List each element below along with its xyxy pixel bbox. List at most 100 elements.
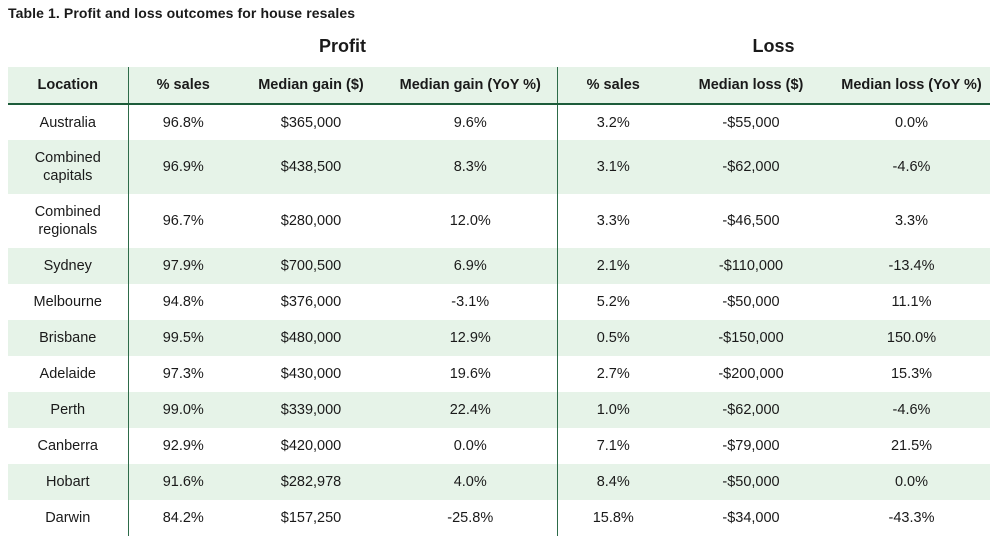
table-row: Australia 96.8% $365,000 9.6% 3.2% -$55,000 0.… [8,104,990,140]
header-row: Location% sales Median gain ($) Median gai… [8,67,990,105]
header-profit-pct-sales: % sales [128,67,238,105]
location-cell: Adelaide [8,356,129,392]
profit-pct-sales-cell: 97.9% [128,248,238,284]
median-gain-yoy-cell: -3.1% [384,284,558,320]
median-loss-cell: -$62,000 [669,140,833,194]
median-gain-cell: $430,000 [280,366,342,382]
loss-pct-sales-cell: 5.2% [596,294,630,310]
median-gain-yoy-cell: 12.9% [384,320,558,356]
header-median-gain: Median gain ($) [238,67,384,105]
location-cell: Sydney [8,248,129,284]
profit-group-header: Profit [319,36,366,56]
median-loss-yoy-cell: -13.4% [833,248,990,284]
loss-pct-sales-cell: 3.2% [596,114,630,131]
table-row: Sydney 97.9% $700,500 6.9% 2.1% -$110,000 -13.… [8,248,990,284]
loss-pct-sales-cell: 2.1% [557,248,669,284]
location-cell: Brisbane [8,320,129,356]
median-gain-yoy-cell: 9.6% [384,104,558,140]
median-gain-yoy-cell: 19.6% [384,356,558,392]
loss-pct-sales-cell: 1.0% [557,392,669,428]
loss-pct-sales-cell: 2.7% [596,366,630,382]
loss-pct-sales-cell: 3.1% [557,140,669,194]
table-row: Darwin 84.2% $157,250 -25.8% 15.8% -$34,000 -4… [8,500,990,536]
table-row: Combined regionals 96.7% $280,000 12.0% 3.3%… [8,194,990,248]
profit-pct-sales-cell: 96.8% [162,114,204,131]
group-header-row: Profit Loss [0,36,1000,60]
location-cell: Combined capitals [8,140,129,194]
median-gain-cell: $438,500 [238,140,384,194]
median-loss-yoy-cell: -4.6% [833,392,990,428]
median-loss-cell: -$46,500 [722,213,780,229]
median-gain-yoy-cell: -25.8% [384,500,558,536]
header-median-loss-yoy: Median loss (YoY %) [833,67,990,105]
table-row: Hobart 91.6% $282,978 4.0% 8.4% -$50,000 0.0% [8,464,990,500]
median-loss-yoy-cell: 11.1% [891,294,932,310]
location-cell: Perth [8,392,129,428]
median-loss-yoy-cell: -4.6% [833,140,990,194]
header-median-loss: Median loss ($) [669,67,833,105]
median-gain-yoy-cell: 6.9% [384,248,558,284]
median-loss-yoy-cell: 150.0% [833,320,990,356]
loss-pct-sales-cell: 0.5% [557,320,669,356]
profit-pct-sales-cell: 84.2% [162,510,204,526]
header-median-gain-yoy: Median gain (YoY %) [384,67,558,105]
profit-loss-table: Location% sales Median gain ($) Median gai… [8,67,990,536]
median-loss-yoy-cell: 21.5% [890,438,933,454]
header-loss-pct-sales: % sales [557,67,669,105]
loss-pct-sales-cell: 15.8% [592,510,634,526]
loss-pct-sales-cell: 7.1% [596,438,630,454]
median-loss-cell: -$150,000 [669,320,833,356]
profit-pct-sales-cell: 92.9% [162,438,204,454]
median-loss-cell: -$50,000 [669,464,833,500]
median-loss-yoy-cell: 0.0% [833,464,990,500]
median-loss-cell: -$50,000 [722,294,780,310]
median-loss-cell: -$34,000 [722,510,780,526]
median-loss-cell: -$55,000 [722,114,780,131]
profit-pct-sales-cell: 99.0% [128,392,238,428]
profit-pct-sales-cell: 91.6% [128,464,238,500]
profit-pct-sales-cell: 97.3% [162,366,204,382]
table-row: Melbourne 94.8% $376,000 -3.1% 5.2% -$50,000 1… [8,284,990,320]
median-loss-cell: -$200,000 [718,366,784,382]
median-loss-yoy-cell: 15.3% [890,366,933,382]
median-gain-yoy-cell: 22.4% [384,392,558,428]
median-loss-yoy-cell: 0.0% [894,114,929,131]
loss-pct-sales-cell: 3.3% [596,213,630,229]
loss-group-header: Loss [752,36,795,56]
median-gain-cell: $280,000 [280,213,342,229]
median-loss-cell: -$62,000 [669,392,833,428]
location-cell: Melbourne [8,284,129,320]
location-cell: Hobart [8,464,129,500]
profit-pct-sales-cell: 96.9% [128,140,238,194]
table-row: Canberra 92.9% $420,000 0.0% 7.1% -$79,000 21.… [8,428,990,464]
median-gain-cell: $339,000 [238,392,384,428]
median-gain-cell: $157,250 [280,510,342,526]
table-body: Australia 96.8% $365,000 9.6% 3.2% -$55,000 0.… [8,104,990,536]
median-loss-cell: -$110,000 [669,248,833,284]
table-row: Combined capitals 96.9% $438,500 8.3% 3.1% -$… [8,140,990,194]
profit-pct-sales-cell: 94.8% [162,294,204,310]
table-row: Perth 99.0% $339,000 22.4% 1.0% -$62,000 -4.6% [8,392,990,428]
median-loss-yoy-cell: -43.3% [888,510,935,526]
table-row: Brisbane 99.5% $480,000 12.9% 0.5% -$150,000 1… [8,320,990,356]
median-gain-yoy-cell: 0.0% [384,428,558,464]
median-loss-cell: -$79,000 [722,438,780,454]
table-caption: Table 1. Profit and loss outcomes for ho… [8,5,356,21]
median-gain-cell: $282,978 [238,464,384,500]
median-loss-yoy-cell: 3.3% [894,213,929,229]
median-gain-yoy-cell: 8.3% [384,140,558,194]
profit-pct-sales-cell: 96.7% [162,213,204,229]
median-gain-cell: $420,000 [280,438,342,454]
median-gain-cell: $376,000 [280,294,342,310]
median-gain-cell: $480,000 [238,320,384,356]
median-gain-yoy-cell: 12.0% [384,194,558,248]
location-cell: Canberra [8,428,129,464]
location-cell: Combined regionals [8,194,129,248]
loss-pct-sales-cell: 8.4% [557,464,669,500]
location-cell: Australia [8,104,129,140]
header-location: Location [8,67,129,105]
median-gain-yoy-cell: 4.0% [384,464,558,500]
median-gain-cell: $700,500 [238,248,384,284]
median-gain-cell: $365,000 [280,114,342,131]
table-row: Adelaide 97.3% $430,000 19.6% 2.7% -$200,000 1… [8,356,990,392]
